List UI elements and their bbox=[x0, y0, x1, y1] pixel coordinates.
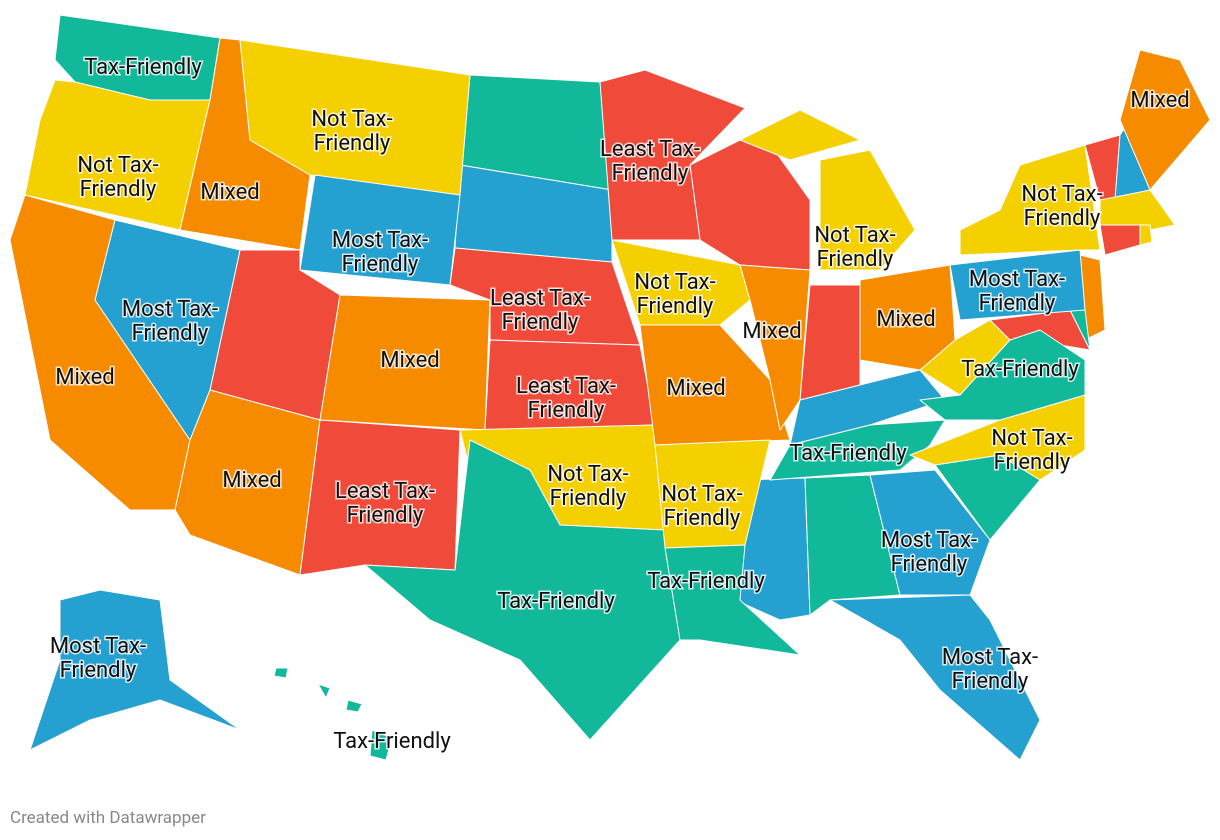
state-label: Most Tax-Friendly bbox=[50, 634, 146, 683]
state-shape bbox=[1099, 224, 1141, 256]
state-shape bbox=[804, 474, 901, 616]
state-label: Least Tax-Friendly bbox=[490, 286, 590, 335]
state-label: Mixed bbox=[876, 307, 935, 332]
state-label: Most Tax-Friendly bbox=[969, 267, 1065, 316]
state-shape bbox=[364, 439, 681, 741]
state-label: Tax-Friendly bbox=[961, 357, 1079, 382]
state-shape bbox=[1119, 49, 1211, 191]
state-label: Most Tax-Friendly bbox=[881, 528, 977, 577]
state-label: Not Tax-Friendly bbox=[661, 482, 742, 531]
state-shape bbox=[769, 419, 946, 481]
state-shapes bbox=[9, 14, 1211, 761]
state-label: Tax-Friendly bbox=[647, 569, 765, 594]
state-shape bbox=[739, 109, 861, 161]
footer: Created with Datawrapper bbox=[10, 808, 206, 828]
state-label: Tax-Friendly bbox=[333, 729, 451, 754]
state-shape bbox=[959, 144, 1101, 256]
state-shape bbox=[859, 264, 956, 371]
state-shape bbox=[919, 329, 1086, 421]
state-label: Mixed bbox=[742, 319, 801, 344]
state-label: Tax-Friendly bbox=[497, 589, 615, 614]
state-label: Tax-Friendly bbox=[789, 441, 907, 466]
state-label: Most Tax-Friendly bbox=[332, 228, 428, 277]
state-label: Tax-Friendly bbox=[84, 55, 202, 80]
state-shape bbox=[273, 667, 289, 679]
state-shape bbox=[1099, 189, 1176, 231]
state-label: Most Tax-Friendly bbox=[122, 297, 218, 346]
state-label: Least Tax-Friendly bbox=[335, 479, 435, 528]
state-shape bbox=[664, 544, 801, 656]
state-shape bbox=[317, 683, 331, 699]
state-label: Not Tax-Friendly bbox=[814, 223, 895, 272]
state-label: Least Tax-Friendly bbox=[600, 137, 700, 186]
state-shape bbox=[611, 239, 751, 326]
state-shape bbox=[799, 284, 861, 401]
state-label: Not Tax-Friendly bbox=[1021, 182, 1102, 231]
state-shape bbox=[869, 469, 991, 596]
state-shape bbox=[739, 264, 811, 431]
state-label: Not Tax-Friendly bbox=[991, 426, 1072, 475]
state-shape bbox=[29, 589, 241, 751]
state-label: Mixed bbox=[1130, 88, 1189, 113]
state-labels: Tax-Friendly Not Tax-Friendly Mixed Not Tax… bbox=[48, 54, 1191, 756]
state-shape bbox=[949, 249, 1086, 321]
state-shape bbox=[829, 594, 1041, 761]
state-label: Most Tax-Friendly bbox=[942, 645, 1038, 694]
state-label: Not Tax-Friendly bbox=[547, 462, 628, 511]
state-label: Least Tax-Friendly bbox=[516, 374, 616, 423]
state-label: Mixed bbox=[380, 348, 439, 373]
state-label: Not Tax-Friendly bbox=[634, 270, 715, 319]
state-shape bbox=[369, 729, 393, 761]
state-label: Mixed bbox=[666, 376, 725, 401]
state-shape bbox=[1139, 224, 1153, 246]
state-label: Mixed bbox=[55, 365, 114, 390]
state-label: Mixed bbox=[200, 180, 259, 205]
state-label: Not Tax-Friendly bbox=[311, 107, 392, 156]
state-label: Mixed bbox=[222, 468, 281, 493]
state-shape bbox=[819, 149, 916, 271]
state-label: Not Tax-Friendly bbox=[77, 153, 158, 202]
state-shape bbox=[345, 699, 363, 713]
